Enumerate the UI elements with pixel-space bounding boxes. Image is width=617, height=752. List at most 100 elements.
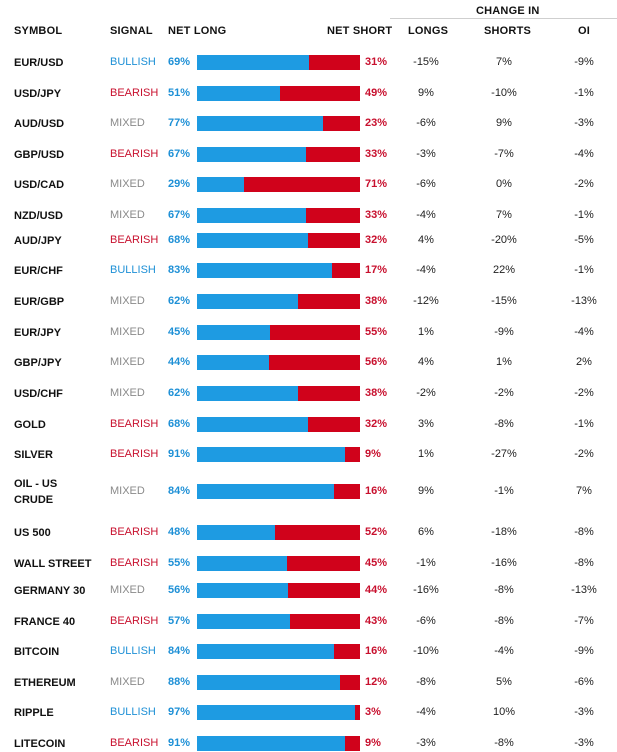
sentiment-bar (197, 263, 360, 278)
header-net-long: NET LONG (168, 25, 227, 37)
change-longs-value: 9% (418, 87, 434, 99)
signal-label: BEARISH (110, 87, 159, 99)
sentiment-bar (197, 644, 360, 659)
sentiment-bar (197, 447, 360, 462)
long-bar-segment (197, 355, 269, 370)
long-bar-segment (197, 147, 306, 162)
short-bar-segment (355, 705, 360, 720)
net-long-value: 29% (168, 178, 191, 190)
signal-label: BEARISH (110, 615, 159, 627)
sentiment-bar (197, 525, 360, 540)
sentiment-bar (197, 294, 360, 309)
change-shorts-value: -4% (494, 645, 514, 657)
long-bar-segment (197, 233, 308, 248)
signal-label: BULLISH (110, 645, 156, 657)
table-row: GOLD BEARISH 68% 32% 3% -8% -1% (0, 417, 617, 433)
long-bar-segment (197, 208, 306, 223)
short-bar-segment (298, 386, 360, 401)
change-shorts-value: -10% (491, 87, 517, 99)
net-short-value: 16% (365, 485, 388, 497)
table-row: RIPPLE BULLISH 97% 3% -4% 10% -3% (0, 705, 617, 721)
change-shorts-value: -8% (494, 615, 514, 627)
net-long-value: 69% (168, 56, 191, 68)
symbol-label: USD/CAD (14, 179, 65, 191)
symbol-label: GERMANY 30 (14, 585, 86, 597)
net-short-value: 44% (365, 584, 388, 596)
signal-label: MIXED (110, 295, 145, 307)
net-long-value: 83% (168, 264, 191, 276)
change-longs-value: -4% (416, 209, 436, 221)
long-bar-segment (197, 325, 270, 340)
long-bar-segment (197, 556, 287, 571)
symbol-label: USD/CHF (14, 388, 63, 400)
sentiment-bar (197, 208, 360, 223)
sentiment-bar (197, 675, 360, 690)
change-shorts-value: -2% (494, 387, 514, 399)
header-shorts: SHORTS (484, 25, 532, 37)
change-oi-value: -1% (574, 418, 594, 430)
net-short-value: 45% (365, 557, 388, 569)
short-bar-segment (345, 447, 360, 462)
change-oi-value: -13% (571, 584, 597, 596)
net-long-value: 62% (168, 295, 191, 307)
net-short-value: 12% (365, 676, 388, 688)
change-longs-value: -10% (413, 645, 439, 657)
table-row: OIL - US CRUDE MIXED 84% 16% 9% -1% 7% (0, 478, 617, 506)
symbol-label: ETHEREUM (14, 677, 76, 689)
change-oi-value: -2% (574, 178, 594, 190)
short-bar-segment (290, 614, 360, 629)
net-short-value: 38% (365, 387, 388, 399)
net-short-value: 55% (365, 326, 388, 338)
signal-label: MIXED (110, 676, 145, 688)
short-bar-segment (309, 55, 360, 70)
table-row: EUR/USD BULLISH 69% 31% -15% 7% -9% (0, 55, 617, 71)
net-short-value: 52% (365, 526, 388, 538)
table-row: EUR/GBP MIXED 62% 38% -12% -15% -13% (0, 294, 617, 310)
signal-label: BULLISH (110, 706, 156, 718)
change-oi-value: -4% (574, 148, 594, 160)
net-short-value: 33% (365, 148, 388, 160)
table-row: AUD/USD MIXED 77% 23% -6% 9% -3% (0, 116, 617, 132)
sentiment-bar (197, 116, 360, 131)
change-longs-value: 4% (418, 234, 434, 246)
long-bar-segment (197, 525, 275, 540)
short-bar-segment (345, 736, 360, 751)
change-shorts-value: -7% (494, 148, 514, 160)
signal-label: BEARISH (110, 418, 159, 430)
signal-label: BEARISH (110, 526, 159, 538)
net-long-value: 67% (168, 148, 191, 160)
change-longs-value: -8% (416, 676, 436, 688)
symbol-label: LITECOIN (14, 738, 66, 750)
long-bar-segment (197, 447, 345, 462)
sentiment-bar (197, 484, 360, 499)
net-long-value: 84% (168, 645, 191, 657)
symbol-label: NZD/USD (14, 210, 63, 222)
table-row: EUR/JPY MIXED 45% 55% 1% -9% -4% (0, 325, 617, 341)
long-bar-segment (197, 644, 334, 659)
change-oi-value: 7% (576, 485, 592, 497)
symbol-label: EUR/GBP (14, 296, 65, 308)
net-short-value: 56% (365, 356, 388, 368)
symbol-label: FRANCE 40 (14, 616, 76, 628)
net-long-value: 97% (168, 706, 191, 718)
short-bar-segment (270, 325, 360, 340)
long-bar-segment (197, 55, 309, 70)
symbol-label: EUR/USD (14, 57, 64, 69)
net-long-value: 44% (168, 356, 191, 368)
table-row: LITECOIN BEARISH 91% 9% -3% -8% -3% (0, 736, 617, 752)
short-bar-segment (332, 263, 360, 278)
net-long-value: 57% (168, 615, 191, 627)
header-symbol: SYMBOL (14, 25, 63, 37)
change-longs-value: -1% (416, 557, 436, 569)
net-long-value: 56% (168, 584, 191, 596)
long-bar-segment (197, 614, 290, 629)
change-oi-value: -6% (574, 676, 594, 688)
short-bar-segment (287, 556, 360, 571)
net-long-value: 84% (168, 485, 191, 497)
change-oi-value: -9% (574, 56, 594, 68)
symbol-label: GBP/JPY (14, 357, 62, 369)
long-bar-segment (197, 736, 345, 751)
symbol-label: SILVER (14, 449, 53, 461)
header-longs: LONGS (408, 25, 449, 37)
